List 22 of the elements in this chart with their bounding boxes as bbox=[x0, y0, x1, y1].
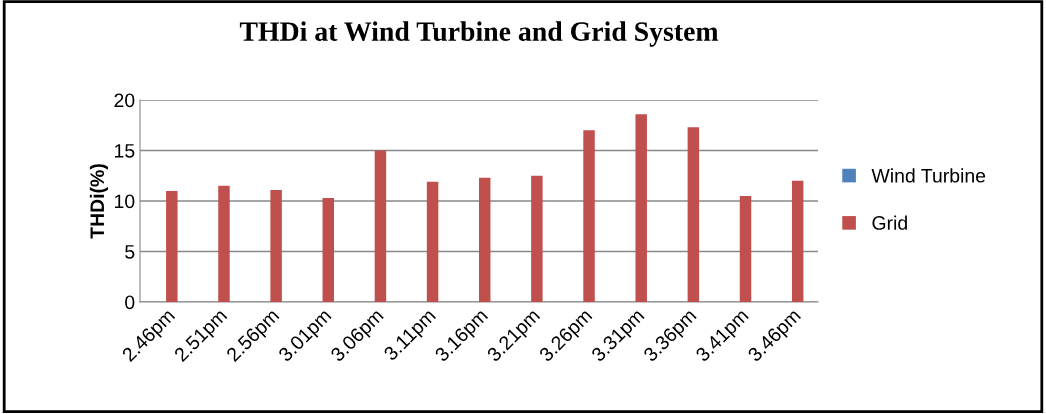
bar bbox=[426, 181, 439, 302]
y-tick-label: 15 bbox=[115, 144, 135, 158]
y-tick-label: 5 bbox=[125, 245, 135, 259]
legend-label: Grid bbox=[872, 215, 907, 230]
legend-label: Wind Turbine bbox=[871, 168, 986, 183]
bar bbox=[687, 127, 700, 302]
chart-title: THDi at Wind Turbine and Grid System bbox=[239, 21, 719, 47]
bar bbox=[635, 114, 647, 302]
bar bbox=[322, 197, 335, 302]
bar bbox=[218, 185, 230, 302]
bar bbox=[374, 150, 387, 302]
bar bbox=[791, 180, 804, 302]
bar bbox=[166, 190, 178, 302]
y-axis-title: THDi(%) bbox=[89, 164, 108, 239]
bar bbox=[739, 195, 752, 302]
bar bbox=[479, 177, 491, 302]
bar bbox=[583, 130, 595, 302]
y-tick-label: 20 bbox=[114, 93, 135, 108]
y-tick-label: 0 bbox=[125, 295, 135, 310]
bar bbox=[531, 175, 543, 302]
y-tick-label: 10 bbox=[115, 194, 135, 209]
bar bbox=[270, 189, 282, 302]
